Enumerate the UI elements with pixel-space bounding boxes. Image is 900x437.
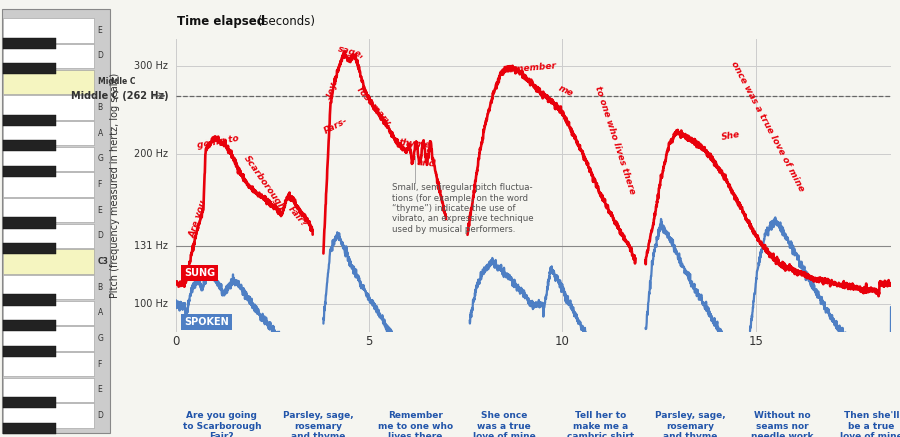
Bar: [3, 147, 94, 171]
Text: E: E: [97, 385, 103, 394]
Text: sage,: sage,: [337, 45, 366, 60]
Text: (seconds): (seconds): [254, 15, 315, 28]
Text: E: E: [97, 26, 103, 35]
Text: D: D: [97, 411, 104, 420]
Text: 300 Hz: 300 Hz: [134, 62, 168, 71]
Text: F: F: [97, 180, 102, 189]
Text: A: A: [97, 128, 103, 138]
Bar: [3, 423, 56, 434]
Bar: [3, 397, 56, 408]
Text: Remember
me to one who
lives there: Remember me to one who lives there: [378, 411, 453, 437]
Bar: [3, 352, 94, 377]
Text: -ley: -ley: [325, 80, 339, 101]
Bar: [3, 121, 94, 146]
Text: SPOKEN: SPOKEN: [184, 317, 229, 327]
Text: Pitch (frequency measured in hertz, log scale): Pitch (frequency measured in hertz, log …: [110, 73, 120, 298]
Bar: [3, 18, 94, 43]
Text: Small, semiregular pitch fluctua-
tions (for example, on the word
“thyme”) indic: Small, semiregular pitch fluctua- tions …: [392, 183, 534, 234]
Text: Fair?: Fair?: [286, 205, 309, 229]
Bar: [3, 166, 56, 177]
Bar: [3, 320, 56, 331]
Bar: [2, 9, 111, 433]
Text: 200 Hz: 200 Hz: [134, 149, 168, 159]
Bar: [3, 217, 56, 229]
Text: G: G: [97, 154, 104, 163]
Text: E: E: [97, 205, 103, 215]
Text: Middle C (262 Hz): Middle C (262 Hz): [71, 91, 168, 101]
Bar: [3, 250, 94, 274]
Text: Time elapsed: Time elapsed: [177, 15, 266, 28]
Bar: [3, 224, 94, 248]
Bar: [3, 243, 56, 254]
Bar: [3, 294, 56, 305]
Bar: [3, 172, 94, 197]
Text: C3: C3: [97, 257, 108, 266]
Text: Are you: Are you: [188, 200, 209, 239]
Text: D: D: [97, 52, 104, 60]
Text: Parsley, sage,
rosemary
and thyme: Parsley, sage, rosemary and thyme: [284, 411, 354, 437]
Text: once was a true love of mine: once was a true love of mine: [729, 59, 806, 193]
Bar: [3, 378, 94, 402]
Bar: [3, 69, 94, 94]
Bar: [3, 114, 56, 126]
Text: rosemary,: rosemary,: [355, 85, 394, 130]
Text: Middle C: Middle C: [97, 77, 135, 86]
Text: Are you going
to Scarborough
Fair?: Are you going to Scarborough Fair?: [183, 411, 261, 437]
Text: Then she'll
be a true
love of mine: Then she'll be a true love of mine: [841, 411, 900, 437]
Bar: [3, 346, 56, 357]
Text: 100 Hz: 100 Hz: [134, 299, 168, 309]
Text: G: G: [97, 334, 104, 343]
Text: me: me: [557, 83, 575, 98]
Bar: [3, 198, 94, 222]
Text: 131 Hz: 131 Hz: [134, 241, 168, 251]
Bar: [3, 301, 94, 325]
Text: Without no
seams nor
needle work: Without no seams nor needle work: [752, 411, 814, 437]
Bar: [3, 44, 94, 68]
Bar: [3, 140, 56, 152]
Bar: [3, 403, 94, 428]
Bar: [3, 63, 56, 74]
Text: and: and: [417, 158, 436, 168]
Bar: [3, 95, 94, 120]
Text: Tell her to
make me a
cambric shirt: Tell her to make me a cambric shirt: [567, 411, 634, 437]
Text: A: A: [97, 308, 103, 317]
Text: She once
was a true
love of mine: She once was a true love of mine: [472, 411, 536, 437]
Text: going to: going to: [196, 134, 239, 150]
Text: F: F: [97, 360, 102, 368]
Bar: [3, 38, 56, 49]
Bar: [3, 326, 94, 351]
Text: to one who lives there: to one who lives there: [593, 85, 636, 196]
Text: Remember: Remember: [502, 61, 557, 75]
Text: B: B: [97, 283, 103, 291]
Text: B: B: [97, 103, 103, 112]
Text: D: D: [97, 231, 104, 240]
Text: SUNG: SUNG: [184, 268, 215, 278]
Text: She: She: [720, 129, 741, 142]
Text: thyme: thyme: [399, 138, 432, 149]
Text: Pars-: Pars-: [322, 116, 349, 136]
Text: Scarborough: Scarborough: [242, 154, 287, 212]
Bar: [3, 275, 94, 299]
Text: Parsley, sage,
rosemary
and thyme: Parsley, sage, rosemary and thyme: [654, 411, 725, 437]
